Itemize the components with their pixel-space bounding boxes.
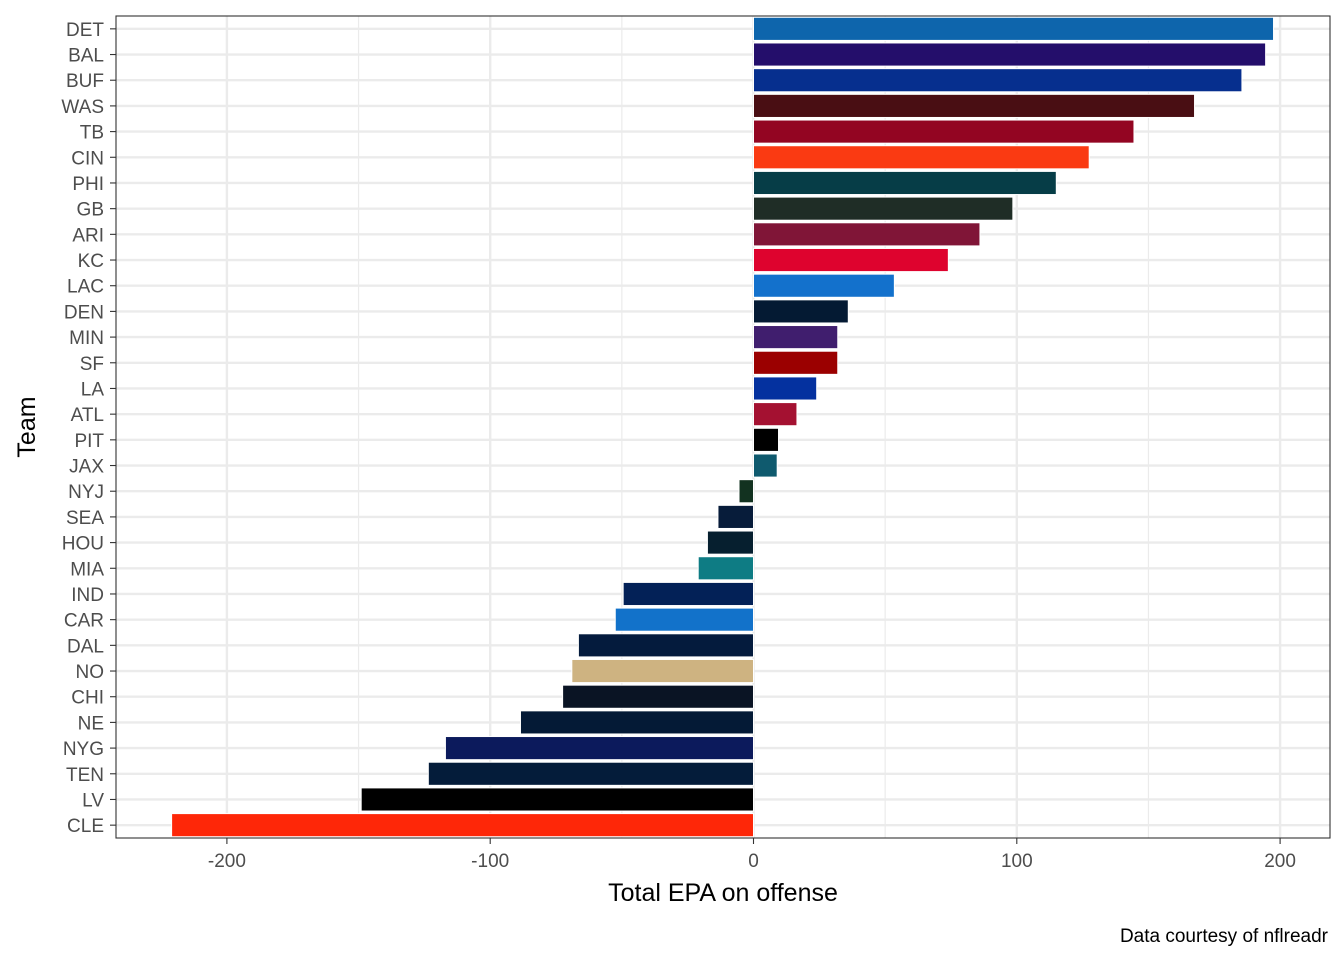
bar-buf bbox=[753, 68, 1243, 93]
bar-kc bbox=[753, 247, 949, 273]
bar-chi bbox=[562, 684, 754, 709]
y-tick-label: WAS bbox=[61, 97, 104, 118]
x-tick-label: 0 bbox=[748, 851, 759, 872]
y-tick-label: CIN bbox=[71, 148, 104, 169]
bar-mia bbox=[697, 556, 754, 581]
bar-nyj bbox=[738, 479, 754, 504]
bar-tb bbox=[753, 119, 1135, 144]
bar-nyg bbox=[444, 736, 754, 761]
y-tick-label: MIN bbox=[69, 328, 104, 349]
bar-det bbox=[753, 16, 1275, 41]
y-tick-label: DEN bbox=[64, 302, 104, 323]
bar-sea bbox=[717, 504, 755, 529]
y-tick-label: TB bbox=[80, 123, 104, 144]
bar-ari bbox=[753, 222, 981, 247]
bar-pit bbox=[753, 427, 780, 452]
y-tick-label: ATL bbox=[71, 405, 104, 426]
bar-jax bbox=[753, 453, 778, 478]
y-tick-label: KC bbox=[78, 251, 104, 272]
bar-lv bbox=[360, 787, 754, 812]
y-tick-label: IND bbox=[71, 585, 104, 606]
y-tick-label: LV bbox=[82, 790, 104, 811]
y-tick-label: PHI bbox=[72, 174, 104, 195]
y-tick-label: DET bbox=[66, 20, 104, 41]
bar-lac bbox=[753, 273, 895, 298]
y-tick-label: PIT bbox=[74, 431, 104, 452]
y-axis-title: Team bbox=[13, 396, 41, 457]
bar-la bbox=[753, 376, 818, 401]
y-tick-label: NYJ bbox=[68, 482, 104, 503]
bar-cle bbox=[171, 813, 754, 838]
y-tick-label: LA bbox=[81, 379, 105, 400]
bar-ne bbox=[519, 710, 754, 735]
y-tick-label: DAL bbox=[67, 636, 104, 657]
panel-border bbox=[115, 15, 1331, 839]
y-tick-label: NO bbox=[76, 662, 105, 683]
y-tick-label: CLE bbox=[67, 816, 104, 837]
y-tick-label: CHI bbox=[71, 688, 104, 709]
y-axis: DET BAL BUF WAS TB CIN PHI GB ARI KC LAC DEN MIN SF LA… bbox=[61, 20, 116, 837]
bar-ten bbox=[427, 761, 754, 786]
y-tick-label: CAR bbox=[64, 611, 104, 632]
y-tick-label: SF bbox=[80, 354, 104, 375]
bar-den bbox=[753, 299, 849, 324]
bar-sf bbox=[753, 350, 839, 375]
y-tick-label: MIA bbox=[70, 559, 104, 580]
bar-ind bbox=[622, 581, 754, 607]
bar-no bbox=[571, 658, 754, 684]
y-tick-label: BAL bbox=[68, 46, 104, 67]
y-tick-label: NYG bbox=[63, 739, 104, 760]
y-tick-label: ARI bbox=[72, 225, 104, 246]
x-tick-label: -100 bbox=[471, 851, 509, 872]
y-tick-label: HOU bbox=[62, 534, 104, 555]
x-axis: -200 -100 0 100 200 bbox=[208, 838, 1296, 872]
bar-atl bbox=[753, 402, 798, 427]
y-tick-label: NE bbox=[78, 713, 104, 734]
x-tick-label: -200 bbox=[208, 851, 246, 872]
bar-bal bbox=[753, 42, 1267, 67]
bar-car bbox=[614, 607, 755, 632]
bar-dal bbox=[577, 633, 755, 658]
y-tick-label: JAX bbox=[69, 457, 104, 478]
bar-min bbox=[753, 325, 839, 350]
x-tick-label: 100 bbox=[1001, 851, 1033, 872]
y-tick-label: GB bbox=[77, 200, 104, 221]
x-axis-title: Total EPA on offense bbox=[608, 879, 838, 907]
caption: Data courtesy of nflreadr bbox=[1120, 926, 1329, 947]
bar-was bbox=[753, 93, 1196, 118]
bar-hou bbox=[706, 530, 754, 555]
bar-cin bbox=[753, 145, 1090, 170]
bar-phi bbox=[753, 170, 1057, 196]
y-tick-label: TEN bbox=[66, 765, 104, 786]
bar-gb bbox=[753, 196, 1014, 221]
y-tick-label: LAC bbox=[67, 277, 104, 298]
y-tick-label: SEA bbox=[66, 508, 104, 529]
y-tick-label: BUF bbox=[66, 71, 104, 92]
x-tick-label: 200 bbox=[1264, 851, 1296, 872]
bars bbox=[171, 16, 1275, 838]
